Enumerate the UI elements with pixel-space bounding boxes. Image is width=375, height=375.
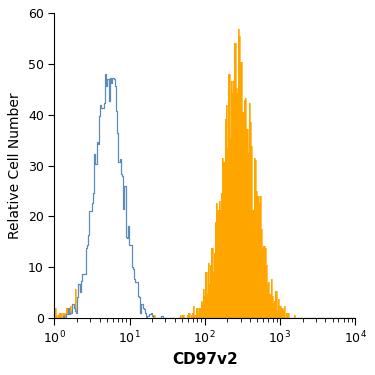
X-axis label: CD97v2: CD97v2 bbox=[172, 352, 238, 367]
Y-axis label: Relative Cell Number: Relative Cell Number bbox=[8, 92, 22, 239]
